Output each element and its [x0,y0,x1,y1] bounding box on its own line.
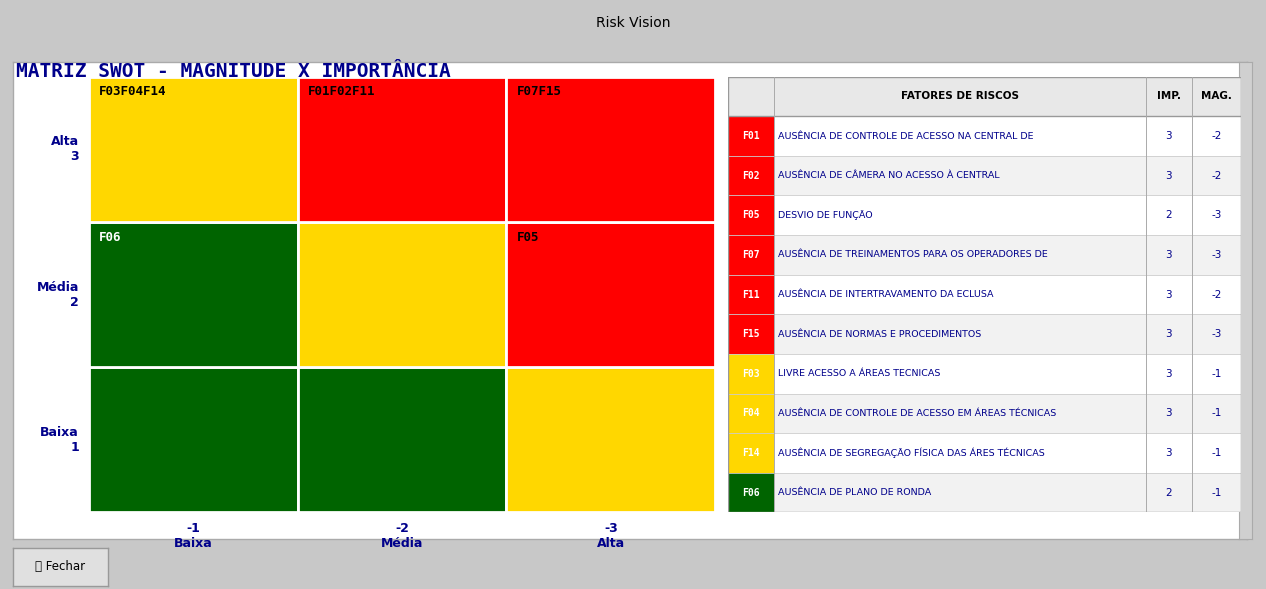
Bar [506,222,715,367]
Bar [728,393,774,433]
Text: 🗂 Fechar: 🗂 Fechar [35,560,85,574]
Bar [728,156,774,196]
Text: F07F15: F07F15 [517,85,562,98]
Bar [728,473,774,512]
Text: F06: F06 [742,488,760,498]
Text: DESVIO DE FUNÇÃO: DESVIO DE FUNÇÃO [779,210,872,220]
Bar [506,77,715,222]
Bar [506,367,715,512]
Bar [728,196,1241,235]
Text: F03: F03 [742,369,760,379]
Text: F14: F14 [742,448,760,458]
Bar [728,315,774,354]
Text: F06: F06 [99,230,122,244]
Bar [728,473,1241,512]
Text: F15: F15 [742,329,760,339]
Bar [728,433,774,473]
Text: Risk Vision: Risk Vision [596,16,670,31]
Text: 3: 3 [1166,250,1172,260]
Text: 3: 3 [1166,329,1172,339]
Text: IMP.: IMP. [1157,91,1181,101]
Text: F04: F04 [742,408,760,418]
Bar [89,367,298,512]
Text: MATRIZ SWOT - MAGNITUDE X IMPORTÂNCIA: MATRIZ SWOT - MAGNITUDE X IMPORTÂNCIA [16,62,451,81]
Text: -1: -1 [1212,369,1222,379]
Text: 2: 2 [1166,210,1172,220]
Text: F03F04F14: F03F04F14 [99,85,167,98]
Bar [89,77,298,222]
Bar [728,196,774,235]
Text: 3: 3 [1166,408,1172,418]
Text: AUSÊNCIA DE CONTROLE DE ACESSO NA CENTRAL DE: AUSÊNCIA DE CONTROLE DE ACESSO NA CENTRA… [779,131,1034,141]
Text: AUSÊNCIA DE SEGREGAÇÃO FÍSICA DAS ÁRES TÉCNICAS: AUSÊNCIA DE SEGREGAÇÃO FÍSICA DAS ÁRES T… [779,448,1044,458]
Text: AUSÊNCIA DE TREINAMENTOS PARA OS OPERADORES DE: AUSÊNCIA DE TREINAMENTOS PARA OS OPERADO… [779,250,1048,259]
Text: F02: F02 [742,171,760,181]
Text: F11: F11 [742,290,760,299]
Bar [89,222,298,367]
Text: -3: -3 [1212,210,1222,220]
Bar [298,222,506,367]
Bar [728,315,1241,354]
Text: -2: -2 [1212,131,1222,141]
Bar [728,116,1241,156]
Text: AUSÊNCIA DE CONTROLE DE ACESSO EM ÁREAS TÉCNICAS: AUSÊNCIA DE CONTROLE DE ACESSO EM ÁREAS … [779,409,1056,418]
Bar [728,274,774,315]
Text: AUSÊNCIA DE CÂMERA NO ACESSO À CENTRAL: AUSÊNCIA DE CÂMERA NO ACESSO À CENTRAL [779,171,1000,180]
Bar [298,77,506,222]
Bar [728,274,1241,315]
Text: FATORES DE RISCOS: FATORES DE RISCOS [901,91,1019,101]
Bar [728,77,1241,116]
Text: AUSÊNCIA DE PLANO DE RONDA: AUSÊNCIA DE PLANO DE RONDA [779,488,932,497]
Bar [728,354,774,393]
Text: 3: 3 [1166,171,1172,181]
Bar [728,433,1241,473]
Text: AUSÊNCIA DE NORMAS E PROCEDIMENTOS: AUSÊNCIA DE NORMAS E PROCEDIMENTOS [779,330,981,339]
Text: AUSÊNCIA DE INTERTRAVAMENTO DA ECLUSA: AUSÊNCIA DE INTERTRAVAMENTO DA ECLUSA [779,290,994,299]
Text: 3: 3 [1166,369,1172,379]
Text: 3: 3 [1166,131,1172,141]
Bar [728,235,1241,274]
Text: MAG.: MAG. [1201,91,1232,101]
Text: -3: -3 [1212,329,1222,339]
Bar [728,393,1241,433]
Text: LIVRE ACESSO A ÁREAS TECNICAS: LIVRE ACESSO A ÁREAS TECNICAS [779,369,941,378]
Text: -2: -2 [1212,171,1222,181]
Text: -1: -1 [1212,448,1222,458]
Text: 3: 3 [1166,290,1172,299]
Bar [728,354,1241,393]
Bar [728,235,774,274]
Text: F05: F05 [742,210,760,220]
Text: F05: F05 [517,230,539,244]
Text: F07: F07 [742,250,760,260]
Text: -1: -1 [1212,488,1222,498]
Bar [298,367,506,512]
Bar [728,116,774,156]
Text: -2: -2 [1212,290,1222,299]
Text: F01: F01 [742,131,760,141]
Text: -1: -1 [1212,408,1222,418]
Text: -3: -3 [1212,250,1222,260]
Text: 3: 3 [1166,448,1172,458]
Bar [728,156,1241,196]
Text: 2: 2 [1166,488,1172,498]
Text: F01F02F11: F01F02F11 [308,85,376,98]
